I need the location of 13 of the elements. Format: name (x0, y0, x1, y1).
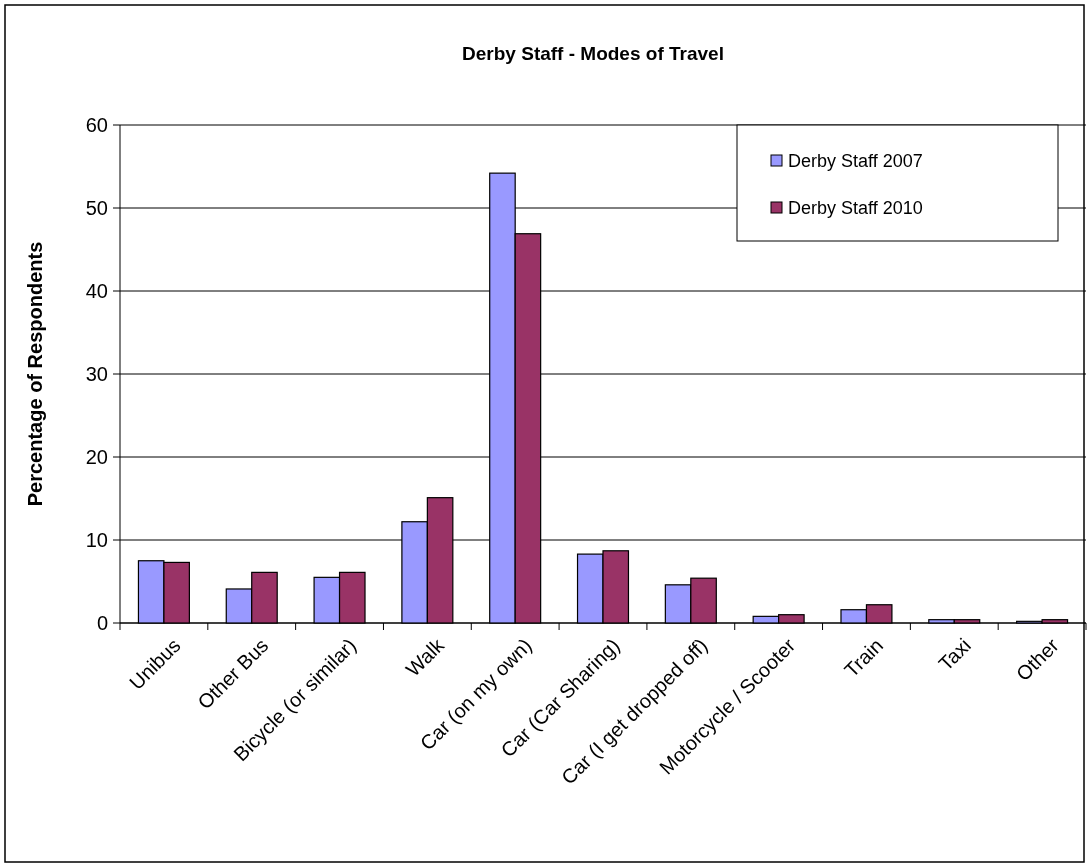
y-tick-label: 0 (96, 612, 108, 634)
y-tick-label: 20 (85, 446, 108, 468)
y-tick-label: 10 (85, 529, 108, 551)
y-tick-label: 40 (85, 280, 108, 302)
legend-label: Derby Staff 2010 (788, 198, 923, 219)
x-tick-label: Taxi (934, 634, 975, 675)
chart-title: Derby Staff - Modes of Travel (462, 43, 724, 64)
y-tick-label: 50 (85, 197, 108, 219)
y-tick-label: 60 (85, 114, 108, 136)
x-tick-label: Train (839, 634, 888, 682)
legend-label: Derby Staff 2007 (788, 151, 923, 172)
y-axis-title: Percentage of Respondents (24, 241, 46, 507)
y-tick-label: 30 (85, 363, 108, 385)
